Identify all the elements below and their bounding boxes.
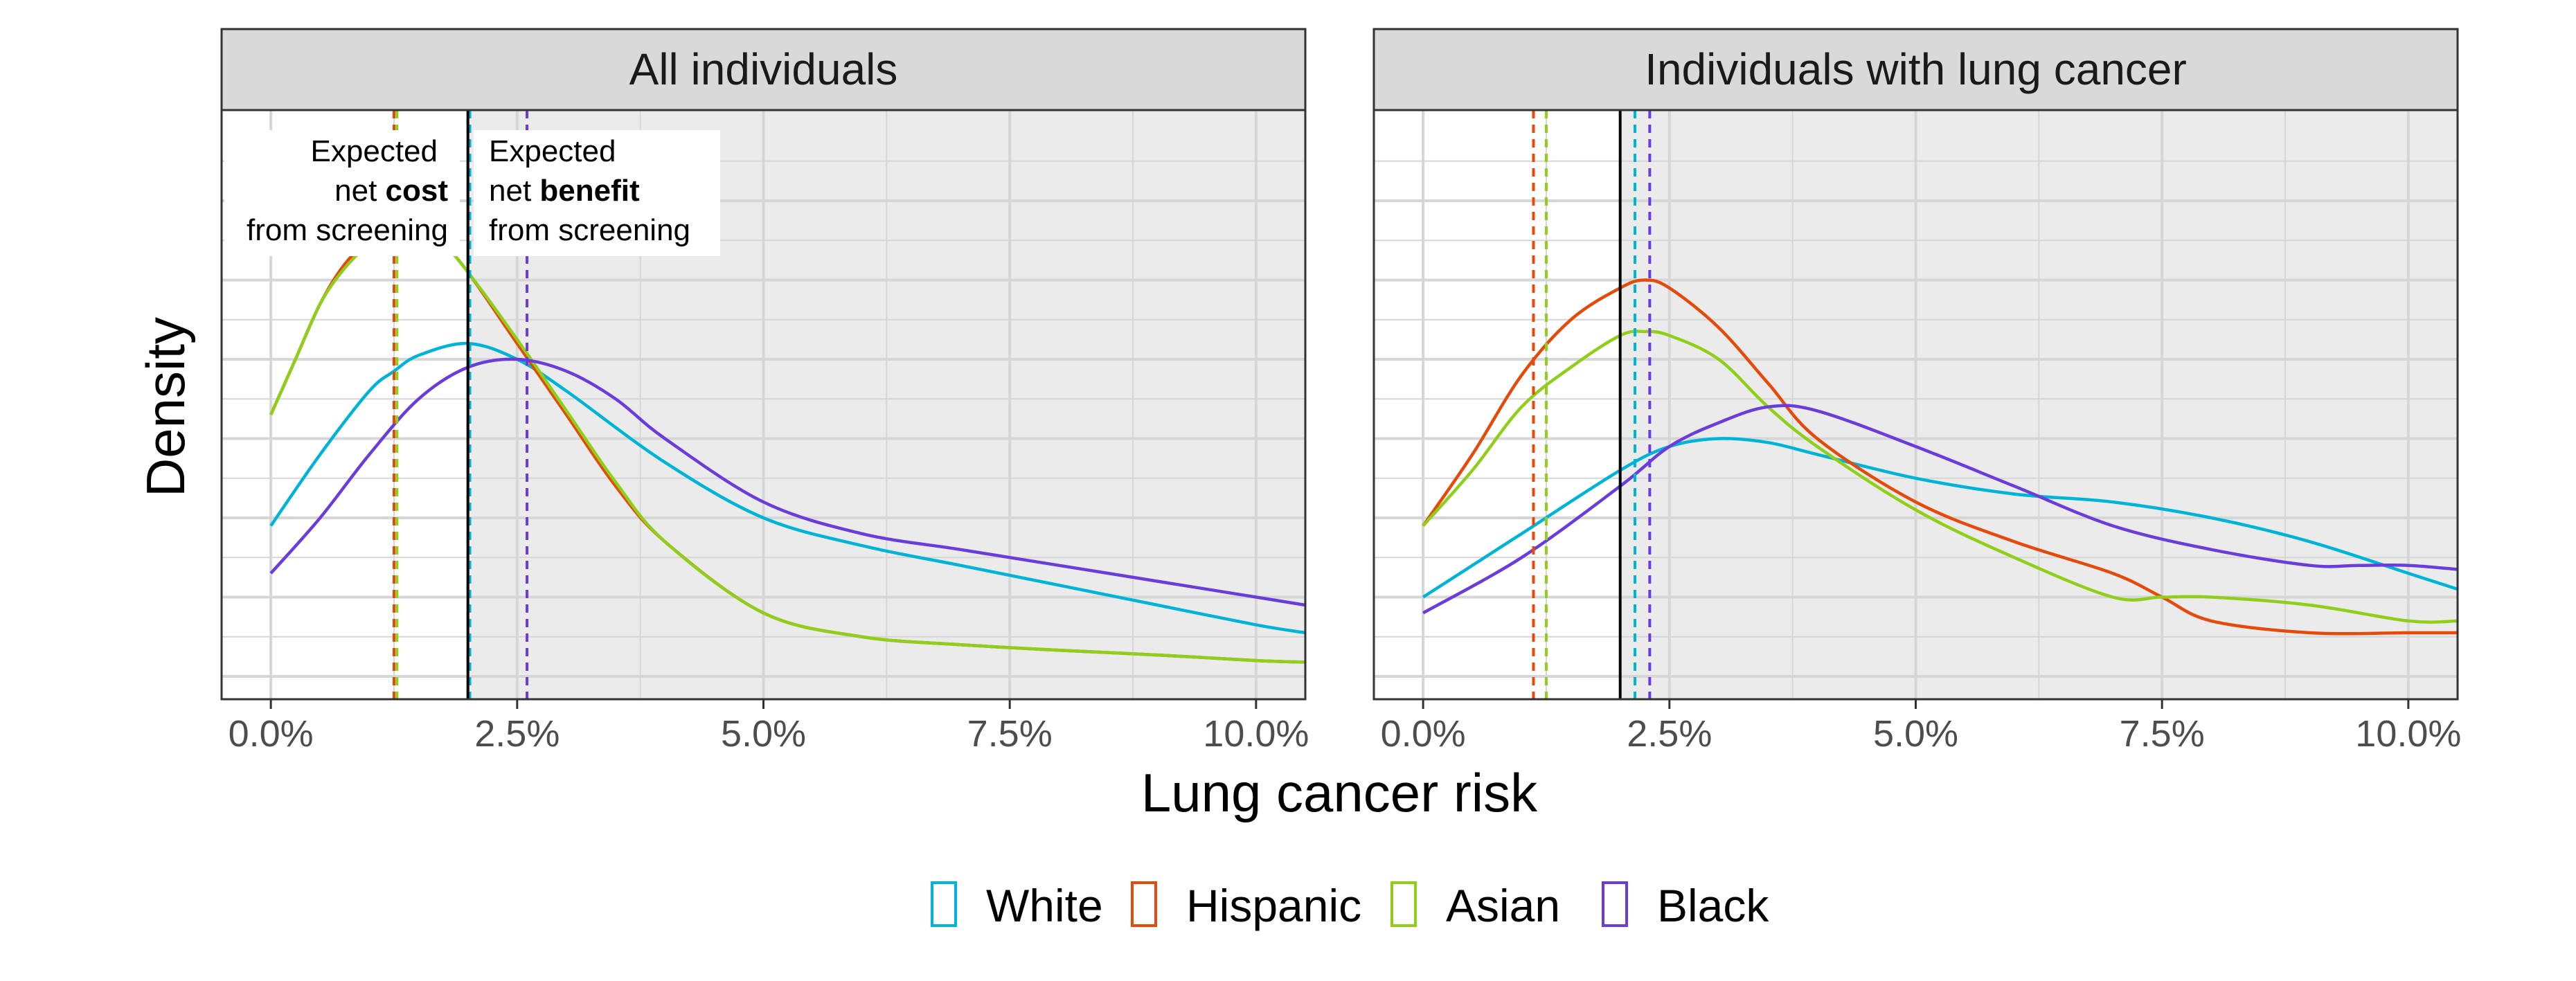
benefit-annotation-line2: net benefit bbox=[489, 174, 640, 208]
legend-label: Black bbox=[1657, 880, 1769, 931]
legend-item-asian: Asian bbox=[1390, 880, 1560, 931]
cost-annotation-line1: Expected bbox=[311, 134, 438, 168]
density-curve-white bbox=[269, 341, 1306, 635]
x-tick-label: 10.0% bbox=[1203, 713, 1309, 755]
x-tick-label: 0.0% bbox=[1381, 713, 1466, 755]
benefit-annotation-line1: Expected bbox=[489, 134, 616, 168]
panel-strip bbox=[1372, 28, 2459, 111]
panel-title: Individuals with lung cancer bbox=[1645, 44, 2187, 94]
x-tick-label: 0.0% bbox=[229, 713, 314, 755]
cost-annotation-line2: net cost bbox=[334, 174, 448, 208]
x-tick-label: 5.0% bbox=[1873, 713, 1958, 755]
density-curve-asian bbox=[1422, 330, 2458, 624]
legend-label: White bbox=[986, 880, 1103, 931]
x-axis-title: Lung cancer risk bbox=[1141, 762, 1538, 823]
benefit-annotation-box bbox=[474, 130, 720, 256]
x-tick-label: 2.5% bbox=[1627, 713, 1712, 755]
panel-lung-cancer: Individuals with lung cancer 0.0% 2.5% 5.0… bbox=[1372, 28, 2461, 755]
legend-label: Asian bbox=[1446, 880, 1560, 931]
cost-annotation-box bbox=[224, 130, 460, 256]
plot-area bbox=[1372, 109, 2459, 701]
legend-item-white: White bbox=[931, 880, 1103, 931]
background-below-threshold bbox=[1374, 110, 1620, 699]
gridlines bbox=[1374, 110, 2458, 699]
panel-all-individuals: All individuals Expected net cost from s… bbox=[220, 28, 1309, 755]
panel-title: All individuals bbox=[629, 44, 898, 94]
mean-lines bbox=[1532, 110, 1652, 699]
benefit-annotation-bold: benefit bbox=[539, 174, 640, 208]
x-axis: 0.0% 2.5% 5.0% 7.5% 10.0% bbox=[1381, 699, 2461, 755]
cost-annotation-net: net bbox=[334, 174, 385, 208]
density-curve-hispanic bbox=[1422, 278, 2458, 636]
cost-annotation-bold: cost bbox=[386, 174, 449, 208]
panel-strip bbox=[220, 28, 1307, 111]
density-curve-white bbox=[1422, 437, 2458, 599]
y-axis-title: Density bbox=[135, 317, 196, 497]
x-tick-label: 7.5% bbox=[967, 713, 1053, 755]
legend: White Hispanic Asian Black bbox=[931, 880, 1769, 931]
benefit-annotation-net: net bbox=[489, 174, 539, 208]
x-tick-label: 7.5% bbox=[2120, 713, 2205, 755]
legend-key-white bbox=[931, 881, 957, 927]
x-tick-label: 2.5% bbox=[474, 713, 560, 755]
legend-item-black: Black bbox=[1602, 880, 1769, 931]
legend-key-hispanic bbox=[1131, 881, 1157, 927]
cost-annotation-line3: from screening bbox=[247, 213, 448, 247]
screening-annotations: Expected net cost from screening Expecte… bbox=[224, 130, 720, 256]
legend-item-hispanic: Hispanic bbox=[1131, 880, 1361, 931]
legend-key-asian bbox=[1390, 881, 1417, 927]
legend-label: Hispanic bbox=[1186, 880, 1361, 931]
x-axis: 0.0% 2.5% 5.0% 7.5% 10.0% bbox=[229, 699, 1309, 755]
x-tick-label: 5.0% bbox=[721, 713, 806, 755]
plot-area bbox=[220, 109, 1307, 701]
mean-lines bbox=[392, 110, 529, 699]
legend-key-black bbox=[1602, 881, 1628, 927]
benefit-annotation-line3: from screening bbox=[489, 213, 690, 247]
x-tick-label: 10.0% bbox=[2355, 713, 2461, 755]
